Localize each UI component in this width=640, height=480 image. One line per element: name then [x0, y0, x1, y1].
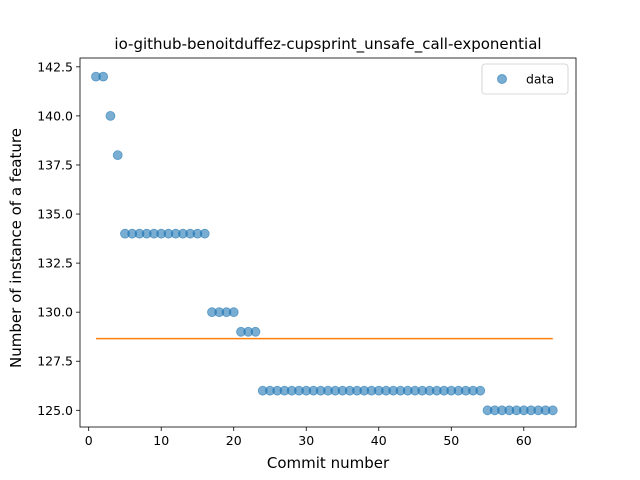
data-point [98, 71, 109, 82]
data-point [475, 385, 486, 396]
legend-label: data [526, 72, 554, 87]
data-point [547, 405, 558, 416]
data-point [199, 228, 210, 239]
legend [481, 63, 569, 95]
data-point [112, 150, 123, 161]
axes-frame [79, 57, 577, 428]
plot-area: 0 10 20 30 40 50 60 125.0 127.5 130.0 132.5 135.0 13… [37, 57, 577, 448]
x-tick-label: 50 [443, 433, 459, 448]
y-axis-label: Number of instance of a feature [7, 128, 25, 368]
x-tick-label: 20 [226, 433, 242, 448]
x-tick-label: 30 [298, 433, 314, 448]
y-tick-label: 127.5 [37, 354, 73, 369]
x-tick-label: 10 [153, 433, 169, 448]
x-tick-label: 60 [516, 433, 532, 448]
y-tick-label: 132.5 [37, 256, 73, 271]
x-tick-label: 0 [85, 433, 93, 448]
y-tick-label: 135.0 [37, 207, 73, 222]
data-point [250, 326, 261, 337]
chart-title: io-github-benoitduffez-cupsprint_unsafe_… [114, 35, 541, 54]
data-point [105, 111, 116, 121]
y-tick-label: 130.0 [37, 305, 73, 320]
x-tick-label: 40 [371, 433, 387, 448]
y-tick-label: 140.0 [37, 108, 73, 123]
data-point [228, 307, 239, 318]
y-tick-label: 142.5 [37, 59, 73, 74]
x-axis-label: Commit number [267, 454, 390, 472]
y-tick-label: 137.5 [37, 157, 73, 172]
y-tick-label: 125.0 [37, 403, 73, 418]
legend-marker [497, 74, 507, 84]
